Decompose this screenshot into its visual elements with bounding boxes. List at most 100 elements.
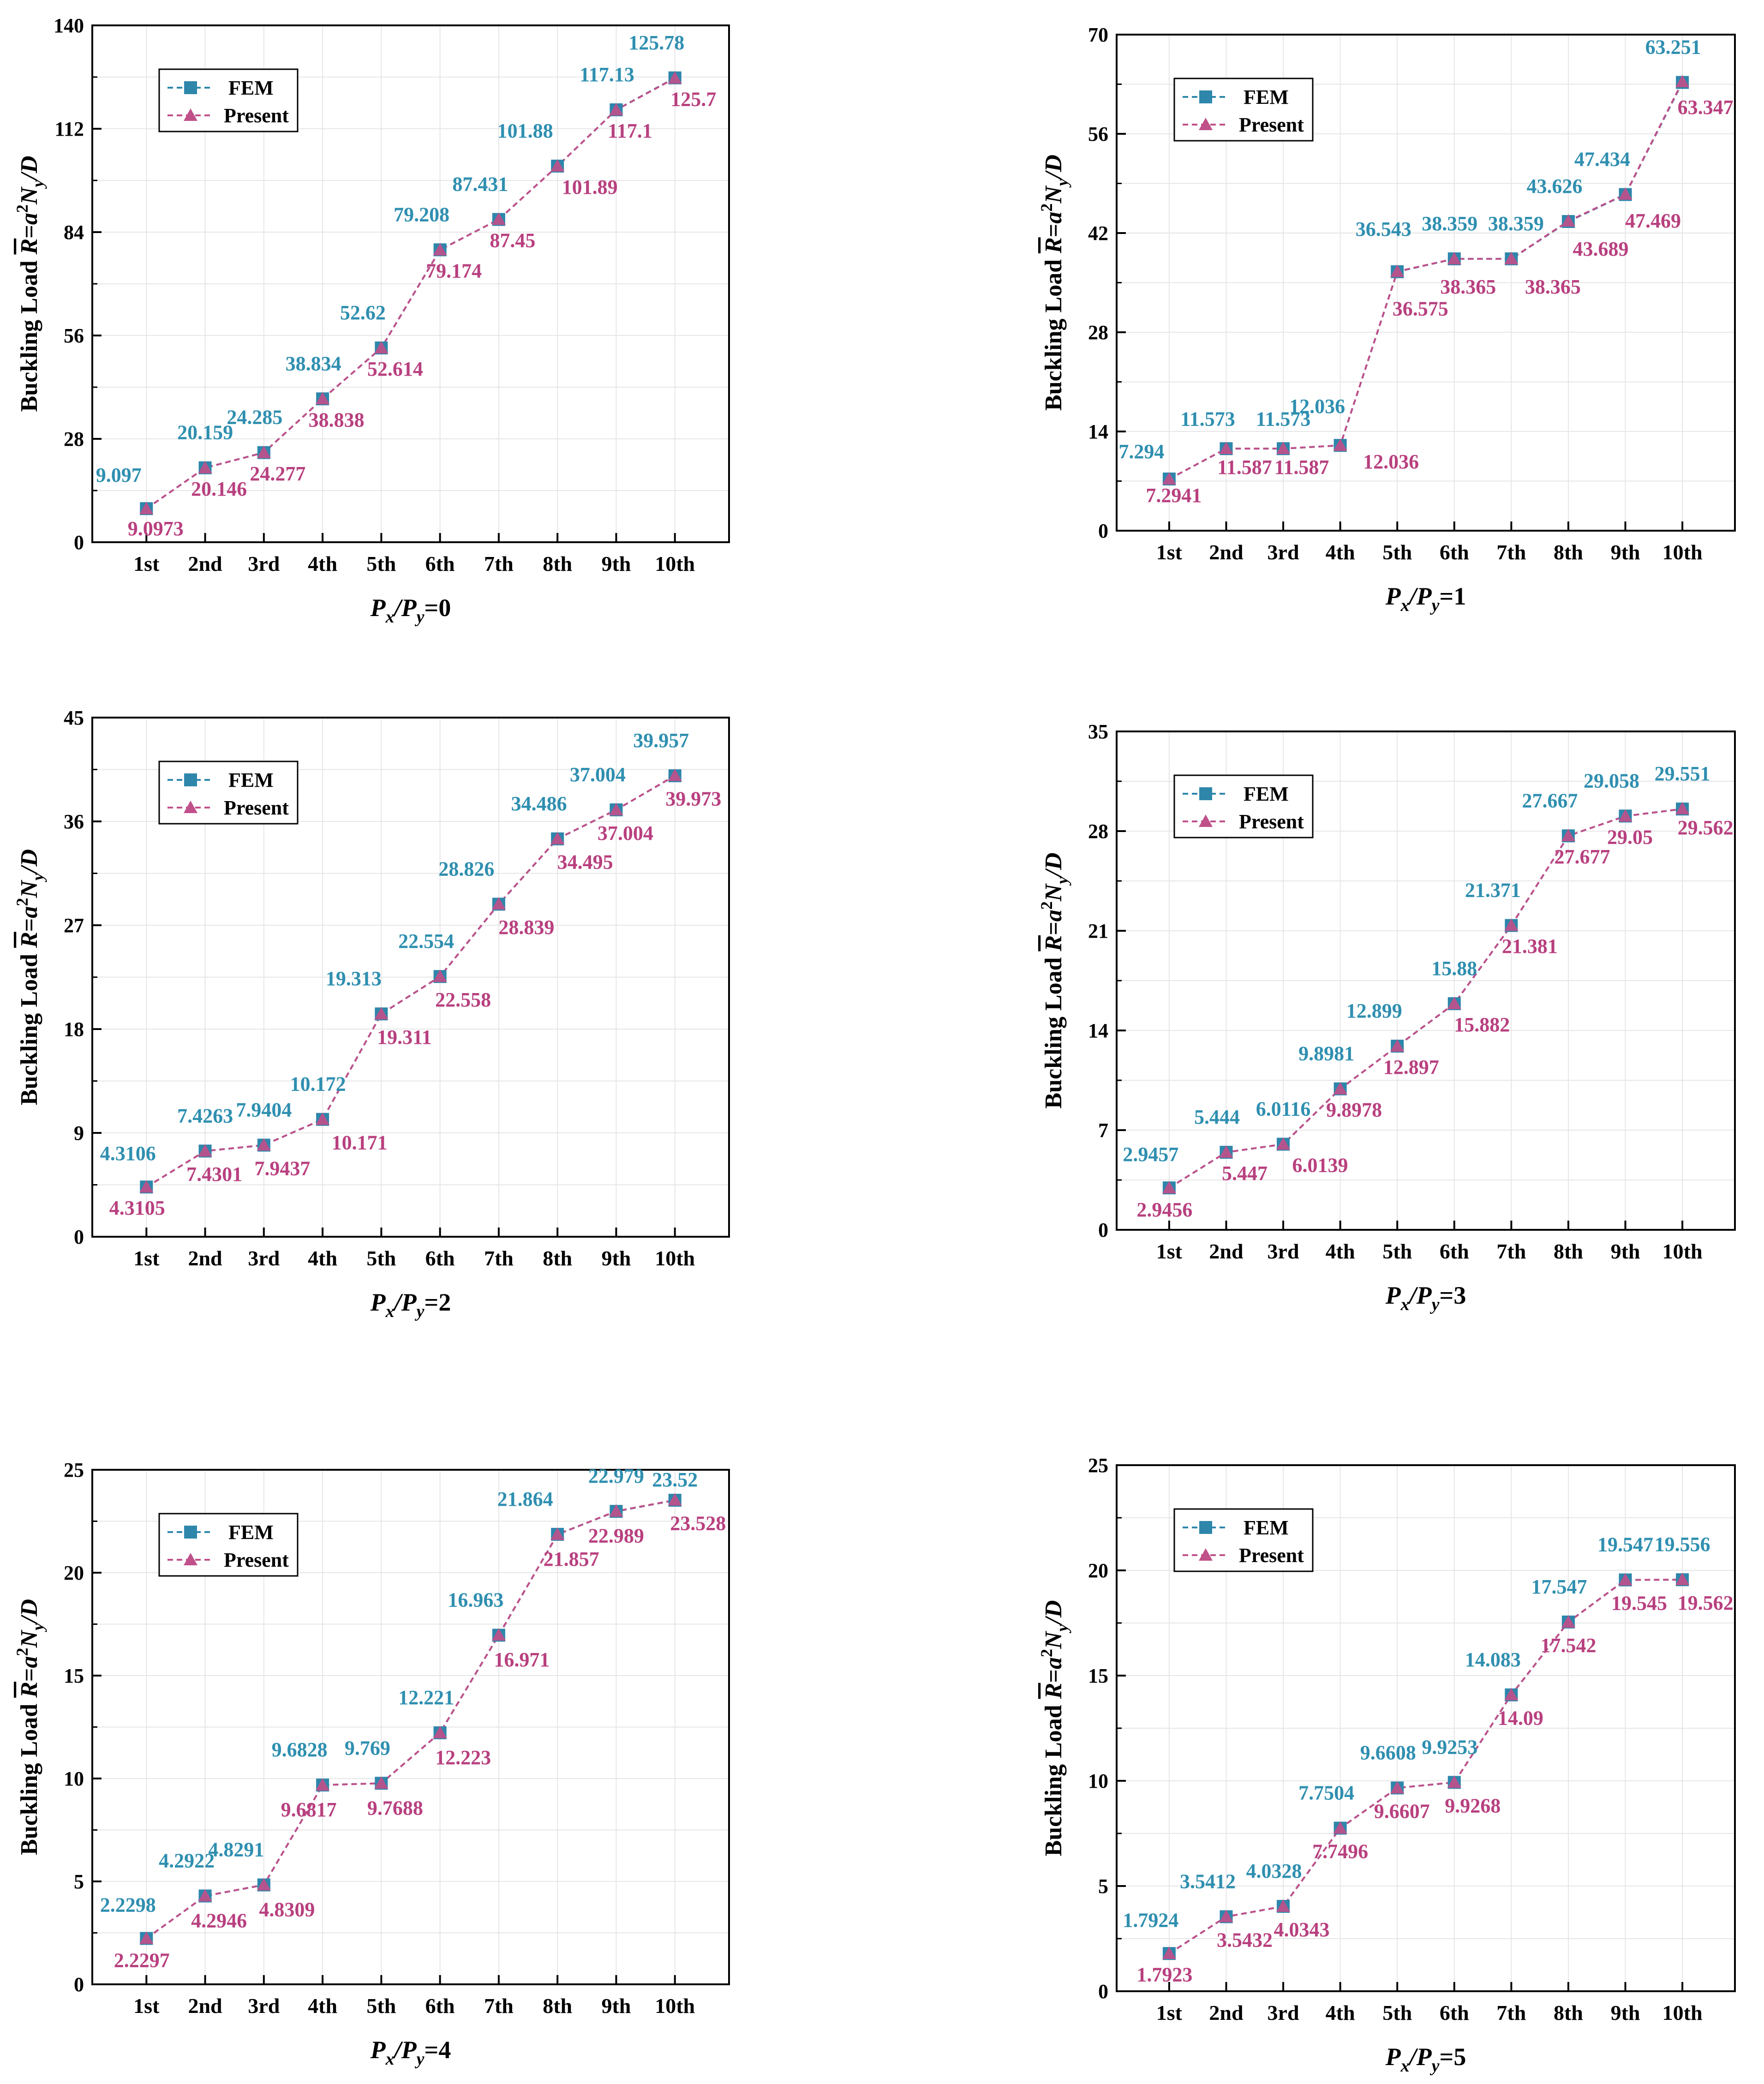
present-data-label: 9.9268 (1445, 1794, 1501, 1817)
x-tick-label: 8th (1554, 2001, 1583, 2024)
fem-data-label: 63.251 (1645, 36, 1701, 59)
fem-data-label: 2.9457 (1123, 1143, 1178, 1166)
y-tick-label: 28 (64, 428, 84, 450)
x-tick-label: 1st (133, 1246, 160, 1270)
x-tick-label: 8th (543, 552, 572, 575)
present-point (1618, 809, 1632, 822)
present-point (1447, 996, 1461, 1009)
fem-data-label: 23.52 (652, 1468, 698, 1491)
present-point (1162, 1181, 1176, 1194)
fem-data-label: 17.547 (1531, 1575, 1587, 1598)
legend-marker-present (1199, 118, 1213, 130)
y-tick-label: 20 (1088, 1559, 1108, 1582)
fem-data-label: 9.6608 (1360, 1741, 1416, 1764)
x-tick-label: 7th (484, 1994, 514, 2018)
fem-data-label: 3.5412 (1180, 1870, 1236, 1893)
y-tick-label: 21 (1088, 920, 1108, 942)
present-data-label: 12.036 (1363, 450, 1419, 473)
legend-box (158, 1513, 299, 1577)
present-data-label: 19.545 (1611, 1592, 1667, 1615)
present-point (1390, 1781, 1405, 1794)
legend-label-present: Present (224, 104, 289, 127)
present-data-label: 11.587 (1217, 456, 1272, 479)
fem-data-label: 12.036 (1289, 395, 1345, 418)
legend-box (1173, 1508, 1314, 1572)
x-tick-label: 5th (1382, 540, 1412, 564)
legend-label-fem: FEM (228, 769, 274, 791)
x-tick-label: 1st (133, 1994, 160, 2018)
legend-label-fem: FEM (1244, 86, 1289, 108)
x-tick-label: 7th (1496, 2001, 1526, 2024)
present-point (1276, 442, 1291, 455)
present-data-label: 9.8978 (1326, 1099, 1382, 1121)
present-point (491, 897, 506, 910)
fem-data-label: 7.4263 (177, 1104, 233, 1127)
present-point (1276, 1899, 1291, 1912)
legend-label-present: Present (1239, 1544, 1304, 1567)
chart-panel-5: 0 5 10 15 20 25 1st 2nd 3rd 4th 5th 6th 7th 8th 9th 10t… (13, 1459, 730, 2069)
fem-data-label: 101.88 (497, 120, 553, 142)
fem-data-label: 79.208 (394, 203, 449, 226)
x-tick-label: 6th (425, 1246, 455, 1270)
legend-marker-present (1199, 814, 1213, 827)
present-point (550, 832, 565, 844)
y-tick-label: 25 (1088, 1454, 1108, 1477)
x-tick-label: 7th (1496, 1240, 1526, 1263)
series-line-fem (1168, 82, 1683, 480)
x-tick-label: 5th (366, 552, 396, 575)
x-tick-label: 8th (543, 1994, 572, 2018)
present-point (1333, 1082, 1347, 1095)
present-point (257, 1138, 271, 1151)
legend-marker-present (184, 1553, 197, 1565)
x-tick-label: 4th (308, 1246, 337, 1270)
x-tick-label: 9th (1611, 540, 1640, 564)
present-point (1618, 187, 1632, 200)
present-data-label: 14.09 (1498, 1707, 1543, 1729)
x-axis-title: Px/Py=1 (1385, 582, 1466, 615)
chart-panel-4: 0 7 14 21 28 35 1st 2nd 3rd 4th 5th 6th 7th 8th 9th 10t… (1037, 720, 1736, 1314)
series-line-present (1168, 81, 1683, 480)
y-tick-label: 9 (74, 1122, 84, 1144)
chart-panel-1: 0 28 56 84 112 140 1st 2nd 3rd 4th 5th 6th 7th 8th 9th… (13, 14, 730, 627)
present-point (139, 502, 154, 515)
present-data-label: 22.989 (588, 1525, 644, 1547)
fem-data-label: 34.486 (511, 792, 567, 815)
x-tick-label: 6th (1440, 2001, 1469, 2024)
fem-data-label: 38.834 (286, 352, 341, 375)
y-axis-title: Buckling Load R=a2Ny/D (13, 849, 47, 1105)
y-tick-label: 5 (1098, 1875, 1108, 1898)
legend-label-present: Present (1239, 114, 1304, 136)
legend: FEM Present (158, 761, 299, 825)
fem-data-label: 28.826 (438, 857, 494, 880)
fem-data-label: 1.7924 (1123, 1909, 1178, 1931)
x-tick-label: 2nd (1209, 540, 1244, 564)
legend-marker-fem (184, 773, 197, 786)
legend-marker-fem (1199, 1521, 1212, 1534)
x-tick-label: 1st (1156, 540, 1183, 564)
x-tick-label: 5th (366, 1994, 396, 2018)
present-point (1675, 75, 1690, 88)
legend-marker-fem (1199, 90, 1212, 103)
present-point (1219, 1145, 1233, 1158)
x-tick-label: 3rd (248, 1246, 280, 1270)
fem-data-label: 9.8981 (1298, 1042, 1354, 1065)
present-point (1504, 918, 1519, 931)
x-tick-label: 4th (308, 1994, 337, 2018)
present-point (1561, 1615, 1575, 1628)
fem-data-label: 7.9404 (236, 1098, 292, 1121)
present-point (1390, 264, 1405, 277)
x-tick-label: 1st (133, 552, 160, 575)
legend-label-fem: FEM (228, 1521, 274, 1544)
x-tick-label: 5th (1382, 1240, 1412, 1263)
present-point (609, 802, 623, 815)
legend-marker-fem (1199, 787, 1212, 800)
present-data-label: 36.575 (1393, 297, 1448, 320)
fem-data-label: 27.667 (1522, 789, 1578, 812)
y-axis-title: Buckling Load R=a2Ny/D (1037, 1600, 1071, 1856)
fem-data-label: 9.097 (96, 464, 142, 486)
legend-marker-present (184, 801, 197, 813)
present-data-label: 28.839 (498, 916, 554, 939)
present-data-label: 4.8309 (259, 1898, 315, 1921)
present-point (316, 1778, 330, 1791)
present-data-label: 39.973 (665, 788, 721, 810)
